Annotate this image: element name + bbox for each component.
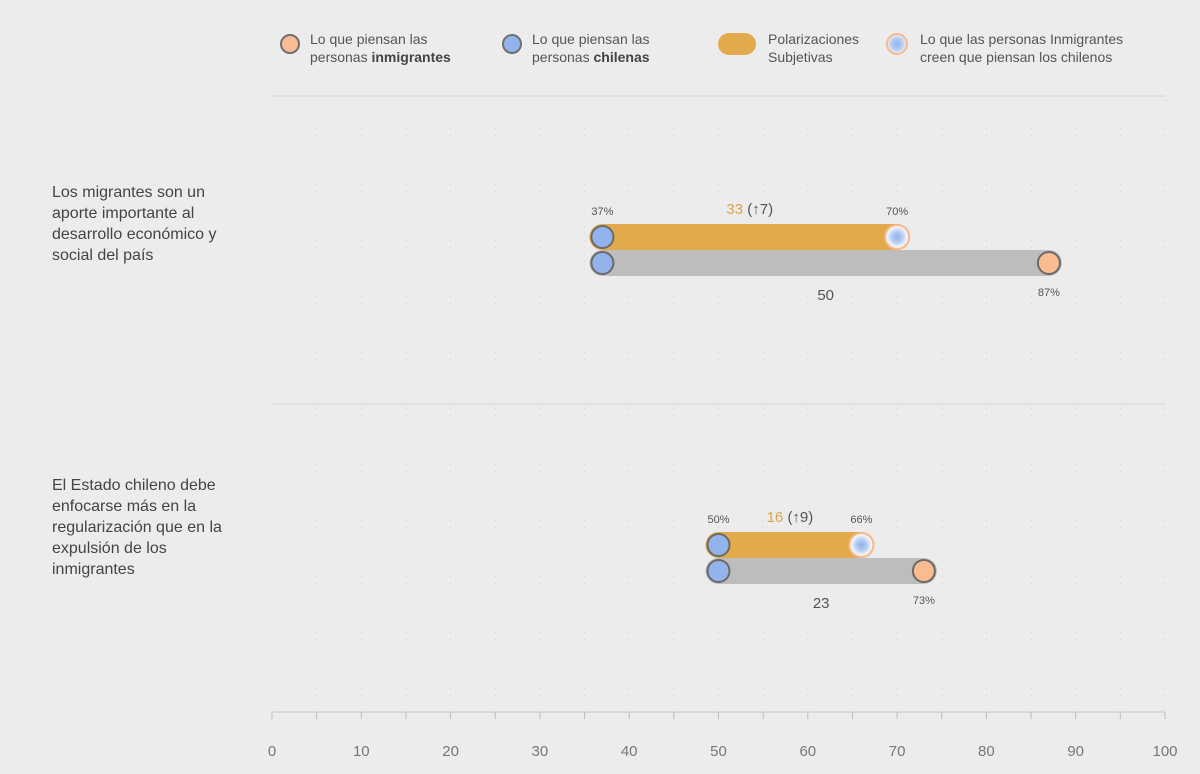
x-tick-label: 50 bbox=[710, 743, 727, 760]
perceived-value-label: 70% bbox=[886, 206, 908, 218]
legend-immigrants-bold: inmigrantes bbox=[371, 49, 451, 65]
legend-chileans-prefix: personas bbox=[532, 49, 594, 65]
chileans-marker bbox=[706, 533, 731, 557]
chileans-marker bbox=[590, 225, 615, 249]
chileans-marker bbox=[590, 251, 615, 275]
gap-bar bbox=[589, 250, 1062, 276]
question-label-2: El Estado chileno debe enfocarse más en … bbox=[52, 477, 222, 578]
legend-perceived-line1: Lo que las personas Inmigrantes bbox=[920, 31, 1124, 47]
x-tick-label: 70 bbox=[889, 743, 906, 760]
polarization-bar bbox=[589, 224, 911, 250]
x-tick-label: 90 bbox=[1067, 743, 1084, 760]
legend: Lo que piensan las personas inmigrantes … bbox=[278, 30, 1178, 80]
x-tick-label: 60 bbox=[799, 743, 816, 760]
immigrants-swatch bbox=[280, 34, 300, 54]
polarization-value: 33 bbox=[726, 201, 747, 218]
polarization-change: (↑7) bbox=[747, 201, 773, 218]
x-tick-label: 10 bbox=[353, 743, 370, 760]
immigrants-marker bbox=[911, 559, 936, 583]
polarization-value-label: 33 (↑7) bbox=[726, 201, 773, 218]
legend-polarization-line2: Subjetivas bbox=[768, 49, 833, 65]
chileans-marker bbox=[706, 559, 731, 583]
legend-chileans-bold: chilenas bbox=[593, 49, 650, 65]
legend-item-immigrants: Lo que piensan las personas inmigrantes bbox=[278, 30, 451, 66]
x-tick-label: 20 bbox=[442, 743, 459, 760]
chileans-swatch bbox=[502, 34, 522, 54]
x-tick-label: 80 bbox=[978, 743, 995, 760]
legend-item-polarization: Polarizaciones Subjetivas bbox=[716, 30, 859, 66]
immigrants-marker bbox=[1036, 251, 1061, 275]
legend-immigrants-line1: Lo que piensan las bbox=[310, 31, 428, 47]
legend-chileans-line1: Lo que piensan las bbox=[532, 31, 650, 47]
chileans-value-label: 50% bbox=[707, 514, 729, 526]
polarization-value: 16 bbox=[767, 509, 788, 526]
x-tick-label: 40 bbox=[621, 743, 638, 760]
chileans-value-label: 37% bbox=[591, 206, 613, 218]
perceived-marker bbox=[848, 532, 875, 558]
perceived-marker bbox=[884, 224, 911, 250]
gap-value-label: 50 bbox=[817, 287, 834, 304]
immigrants-value-label: 87% bbox=[1038, 287, 1060, 299]
data-row-1: 37% 70% 87% 33 (↑7) 50 bbox=[589, 201, 1062, 304]
x-tick-label: 30 bbox=[532, 743, 549, 760]
data-row-2: 50% 66% 73% 16 (↑9) 23 bbox=[705, 509, 937, 612]
gap-bar bbox=[705, 558, 937, 584]
polarization-value-label: 16 (↑9) bbox=[767, 509, 814, 526]
legend-immigrants-prefix: personas bbox=[310, 49, 372, 65]
x-tick-label: 100 bbox=[1152, 743, 1177, 760]
perceived-swatch bbox=[886, 33, 908, 55]
question-label-1: Los migrantes son un aporte importante a… bbox=[52, 184, 217, 264]
legend-item-perceived: Lo que las personas Inmigrantes creen qu… bbox=[884, 30, 1123, 66]
gap-value-label: 23 bbox=[813, 595, 830, 612]
polarization-change: (↑9) bbox=[787, 509, 813, 526]
legend-item-chileans: Lo que piensan las personas chilenas bbox=[500, 30, 650, 66]
legend-perceived-line2: creen que piensan los chilenos bbox=[920, 49, 1113, 65]
x-tick-label: 0 bbox=[268, 743, 276, 760]
immigrants-value-label: 73% bbox=[913, 595, 935, 607]
perceived-value-label: 66% bbox=[850, 514, 872, 526]
polarization-bar bbox=[705, 532, 875, 558]
polarization-swatch bbox=[718, 33, 756, 55]
legend-polarization-line1: Polarizaciones bbox=[768, 31, 860, 47]
